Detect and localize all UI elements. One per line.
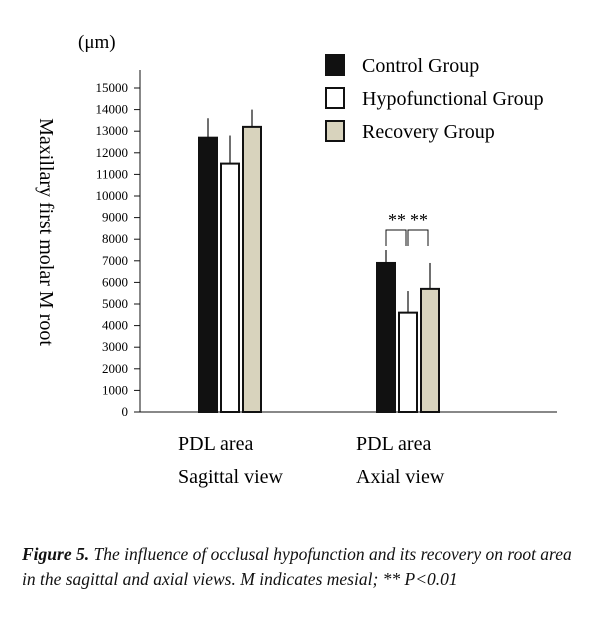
- bar: [420, 287, 440, 414]
- unit-label: (μm): [78, 32, 116, 53]
- y-tick-label: 2000: [102, 361, 128, 376]
- significance-bracket: [407, 229, 429, 246]
- legend-swatch: [325, 120, 345, 142]
- y-axis-title: Maxillary first molar M root: [35, 118, 57, 346]
- significance-label: **: [410, 210, 428, 230]
- y-tick-label: 11000: [96, 166, 128, 181]
- bar: [398, 311, 418, 414]
- y-tick-label: 5000: [102, 296, 128, 311]
- caption-line: recovery on root area in the sagittal an…: [22, 544, 572, 589]
- caption-label: Figure 5.: [22, 544, 90, 564]
- y-tick-label: 1000: [102, 382, 128, 397]
- legend-label: Control Group: [362, 55, 479, 77]
- y-tick-label: 12000: [96, 145, 129, 160]
- bar: [242, 125, 262, 413]
- y-tick-label: 9000: [102, 210, 128, 225]
- significance-bracket: [385, 229, 407, 246]
- caption-line: The influence of occlusal hypofunction a…: [93, 544, 417, 564]
- y-tick-label: 10000: [96, 188, 129, 203]
- bar: [376, 261, 396, 413]
- legend-label: Recovery Group: [362, 121, 495, 143]
- significance-label: **: [388, 210, 406, 230]
- y-tick-label: 15000: [96, 80, 129, 95]
- caption: Figure 5. The influence of occlusal hypo…: [22, 542, 582, 592]
- x-tick-label: PDL area: [356, 433, 431, 455]
- legend-swatch: [325, 54, 345, 76]
- y-tick-label: 0: [122, 404, 129, 419]
- y-tick-label: 8000: [102, 231, 128, 246]
- y-tick-label: 4000: [102, 318, 128, 333]
- y-tick-label: 13000: [96, 123, 129, 138]
- bar: [220, 162, 240, 413]
- y-tick-label: 14000: [96, 102, 129, 117]
- legend-swatch: [325, 87, 345, 109]
- y-tick-label: 3000: [102, 339, 128, 354]
- x-tick-label: Axial view: [356, 466, 445, 488]
- legend-label: Hypofunctional Group: [362, 88, 544, 110]
- y-tick-label: 6000: [102, 274, 128, 289]
- caption-line: indicates mesial; ** P<0.01: [259, 569, 458, 589]
- y-tick-label: 7000: [102, 253, 128, 268]
- x-tick-label: Sagittal view: [178, 466, 284, 488]
- x-tick-label: PDL area: [178, 433, 253, 455]
- bar: [198, 136, 218, 413]
- chart: (μm) Maxillary first molar M root 0 1000 2…: [35, 32, 557, 488]
